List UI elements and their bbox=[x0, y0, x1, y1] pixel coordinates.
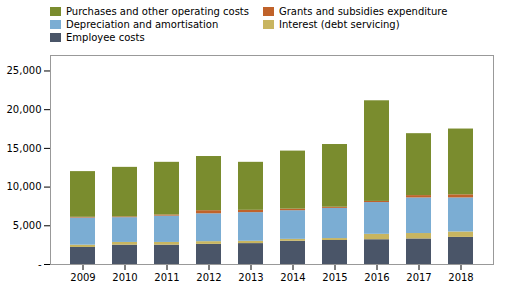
svg-text:2014: 2014 bbox=[280, 272, 305, 283]
svg-text:2016: 2016 bbox=[364, 272, 389, 283]
svg-text:2011: 2011 bbox=[154, 272, 179, 283]
svg-text:2010: 2010 bbox=[112, 272, 137, 283]
html-text:Interest (debt servicing): Interest (debt servicing) bbox=[279, 19, 400, 30]
svg-text:5,000: 5,000 bbox=[13, 220, 42, 231]
svg-text:20,000: 20,000 bbox=[7, 104, 42, 115]
svg-text:2015: 2015 bbox=[322, 272, 347, 283]
svg-text:15,000: 15,000 bbox=[7, 143, 42, 154]
html-text:Grants and subsidies expenditu: Grants and subsidies expenditure bbox=[279, 6, 448, 17]
svg-text:2018: 2018 bbox=[448, 272, 473, 283]
svg-text:2017: 2017 bbox=[406, 272, 431, 283]
html-text:Purchases and other operating: Purchases and other operating costs bbox=[66, 6, 249, 17]
svg-text:-: - bbox=[38, 259, 42, 270]
svg-text:2012: 2012 bbox=[196, 272, 221, 283]
svg-text:2013: 2013 bbox=[238, 272, 263, 283]
html-text:Depreciation and amortisation: Depreciation and amortisation bbox=[66, 19, 219, 30]
svg-text:25,000: 25,000 bbox=[7, 65, 42, 76]
svg-text:10,000: 10,000 bbox=[7, 181, 42, 192]
html-text:Employee costs: Employee costs bbox=[66, 32, 145, 43]
svg-text:2009: 2009 bbox=[70, 272, 95, 283]
